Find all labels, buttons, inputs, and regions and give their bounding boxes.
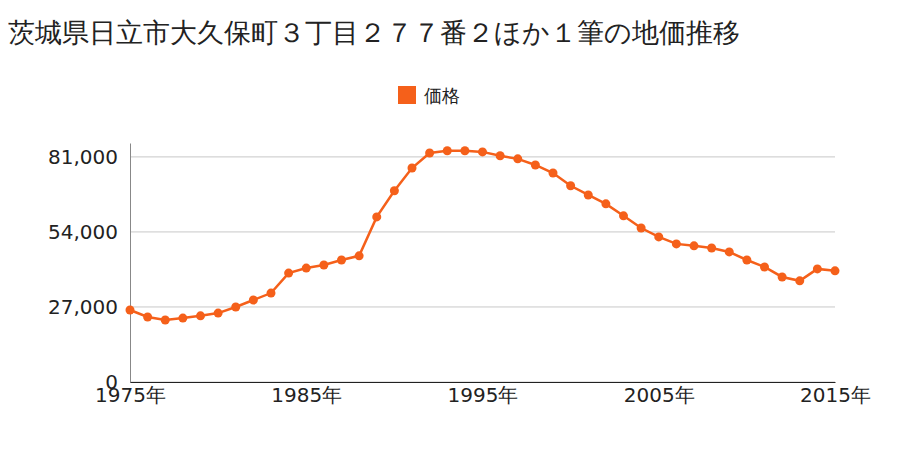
- point: [496, 151, 505, 160]
- point: [549, 169, 558, 178]
- point: [742, 255, 751, 264]
- line: [130, 151, 835, 320]
- point: [619, 211, 628, 220]
- point: [690, 241, 699, 250]
- point: [460, 146, 469, 155]
- title: 茨城県日立市大久保町３丁目２７７番２ほか１筆の地価推移: [8, 17, 740, 48]
- point: [478, 147, 487, 156]
- point: [161, 316, 170, 325]
- point: [372, 212, 381, 221]
- point: [654, 232, 663, 241]
- x-tick: 1995年: [448, 382, 519, 407]
- point: [126, 306, 135, 315]
- x-tick: 1985年: [271, 382, 342, 407]
- y-tick-label: 54,000: [48, 220, 118, 244]
- point: [707, 244, 716, 253]
- point: [267, 289, 276, 298]
- point: [795, 276, 804, 285]
- grid: [130, 157, 835, 382]
- point: [513, 154, 522, 163]
- point: [601, 199, 610, 208]
- y-tick-label: 81,000: [48, 145, 118, 169]
- point: [566, 181, 575, 190]
- point: [214, 309, 223, 318]
- x-tick-label: 1975年: [95, 383, 166, 407]
- grid-line: [130, 156, 835, 157]
- point: [196, 311, 205, 320]
- point: [143, 312, 152, 321]
- point: [725, 247, 734, 256]
- x-tick: 2015年: [800, 382, 871, 407]
- x-tick-label: 2015年: [800, 383, 871, 407]
- point: [284, 269, 293, 278]
- point: [584, 190, 593, 199]
- grid-line: [130, 231, 835, 232]
- x-tick-label: 1985年: [271, 383, 342, 407]
- point: [319, 261, 328, 270]
- point: [637, 224, 646, 233]
- point: [390, 186, 399, 195]
- y-tick-label: 27,000: [48, 295, 118, 319]
- point: [760, 262, 769, 271]
- y-axis: 027,00054,00081,000: [48, 144, 130, 394]
- point: [831, 266, 840, 275]
- x-tick: 1975年: [95, 382, 166, 407]
- point: [178, 314, 187, 323]
- x-tick-label: 2005年: [624, 383, 695, 407]
- legend: 価格: [398, 85, 460, 106]
- chart: 茨城県日立市大久保町３丁目２７７番２ほか１筆の地価推移価格027,00054,0…: [0, 0, 900, 450]
- point: [408, 164, 417, 173]
- legend-swatch: [398, 86, 416, 104]
- point: [813, 264, 822, 273]
- point: [531, 160, 540, 169]
- point: [302, 264, 311, 273]
- point: [337, 255, 346, 264]
- point: [672, 239, 681, 248]
- y-tick: 81,000: [48, 145, 130, 169]
- plot-area: [126, 146, 840, 324]
- point: [231, 302, 240, 311]
- x-axis: 1975年 1985年 1995年 2005年 2015年: [95, 382, 871, 407]
- point: [355, 251, 364, 260]
- point: [425, 149, 434, 158]
- point: [249, 296, 258, 305]
- point: [778, 272, 787, 281]
- y-tick: 27,000: [48, 295, 130, 319]
- y-tick: 54,000: [48, 220, 130, 244]
- x-tick: 2005年: [624, 382, 695, 407]
- legend-label: 価格: [424, 85, 460, 106]
- y-axis-line: [130, 144, 131, 383]
- point: [443, 146, 452, 155]
- x-tick-label: 1995年: [448, 383, 519, 407]
